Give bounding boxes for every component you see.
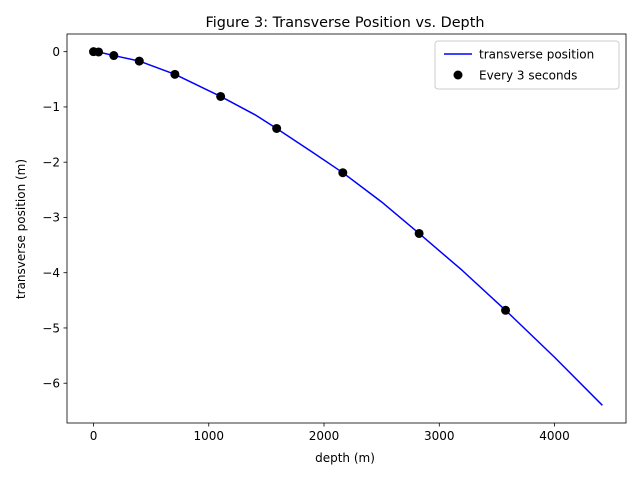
y-tick-label: −5	[42, 321, 60, 335]
legend-label-transverse-position: transverse position	[479, 48, 594, 62]
y-axis-label: transverse position (m)	[14, 159, 28, 299]
scatter-point	[338, 168, 348, 178]
x-axis-ticks: 0 1000 2000 3000 4000	[90, 423, 570, 443]
y-axis-ticks: 0 −1 −2 −3 −4 −5 −6	[42, 45, 67, 391]
legend: transverse position Every 3 seconds	[434, 40, 620, 90]
y-tick-label: −1	[42, 100, 60, 114]
scatter-point	[272, 123, 282, 133]
x-tick-label: 1000	[193, 429, 224, 443]
scatter-point	[501, 305, 511, 315]
legend-box	[434, 40, 620, 90]
scatter-point	[170, 69, 180, 79]
x-tick-label: 3000	[424, 429, 455, 443]
legend-label-every-3-seconds: Every 3 seconds	[479, 69, 577, 83]
series-line-transverse-position	[93, 50, 603, 406]
x-tick-label: 2000	[309, 429, 340, 443]
axes-frame	[66, 33, 627, 424]
legend-marker-swatch	[453, 70, 463, 80]
y-tick-label: −2	[42, 155, 60, 169]
y-tick-label: −4	[42, 266, 60, 280]
x-tick-label: 0	[90, 429, 98, 443]
y-tick-label: −3	[42, 211, 60, 225]
scatter-point	[134, 56, 144, 66]
x-axis-label: depth (m)	[315, 451, 375, 465]
y-tick-label: −6	[42, 377, 60, 391]
scatter-point	[216, 91, 226, 101]
scatter-point	[109, 51, 119, 61]
y-tick-label: 0	[52, 45, 60, 59]
scatter-point	[94, 47, 104, 57]
x-tick-label: 4000	[539, 429, 570, 443]
scatter-point	[414, 228, 424, 238]
chart-title: Figure 3: Transverse Position vs. Depth	[206, 15, 485, 31]
